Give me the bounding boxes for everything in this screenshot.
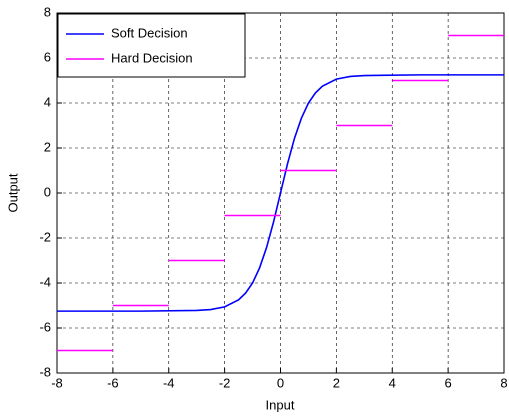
legend-label: Soft Decision: [111, 25, 188, 40]
y-tick-label: 8: [44, 4, 51, 19]
x-tick-label: 4: [389, 375, 396, 390]
x-tick-label: 6: [445, 375, 452, 390]
y-tick-label: -6: [39, 319, 51, 334]
y-tick-label: -2: [39, 229, 51, 244]
x-axis-label: Input: [266, 397, 295, 412]
x-tick-label: -4: [163, 375, 175, 390]
x-tick-label: 2: [333, 375, 340, 390]
x-tick-label: 0: [277, 375, 284, 390]
x-tick-label: -8: [51, 375, 63, 390]
y-axis-label: Output: [5, 173, 20, 212]
x-tick-label: -2: [219, 375, 231, 390]
plot-frame: [56, 12, 505, 374]
y-tick-label: -8: [39, 364, 51, 379]
legend-box: [57, 13, 246, 78]
y-tick-label: -4: [39, 274, 51, 289]
legend-label: Hard Decision: [111, 50, 193, 65]
y-tick-label: 4: [44, 94, 51, 109]
y-tick-label: 6: [44, 49, 51, 64]
y-tick-label: 0: [44, 184, 51, 199]
x-tick-label: 8: [500, 375, 507, 390]
x-tick-label: -6: [107, 375, 119, 390]
y-tick-label: 2: [44, 139, 51, 154]
series-line: [57, 74, 504, 312]
series-line: [57, 34, 504, 352]
